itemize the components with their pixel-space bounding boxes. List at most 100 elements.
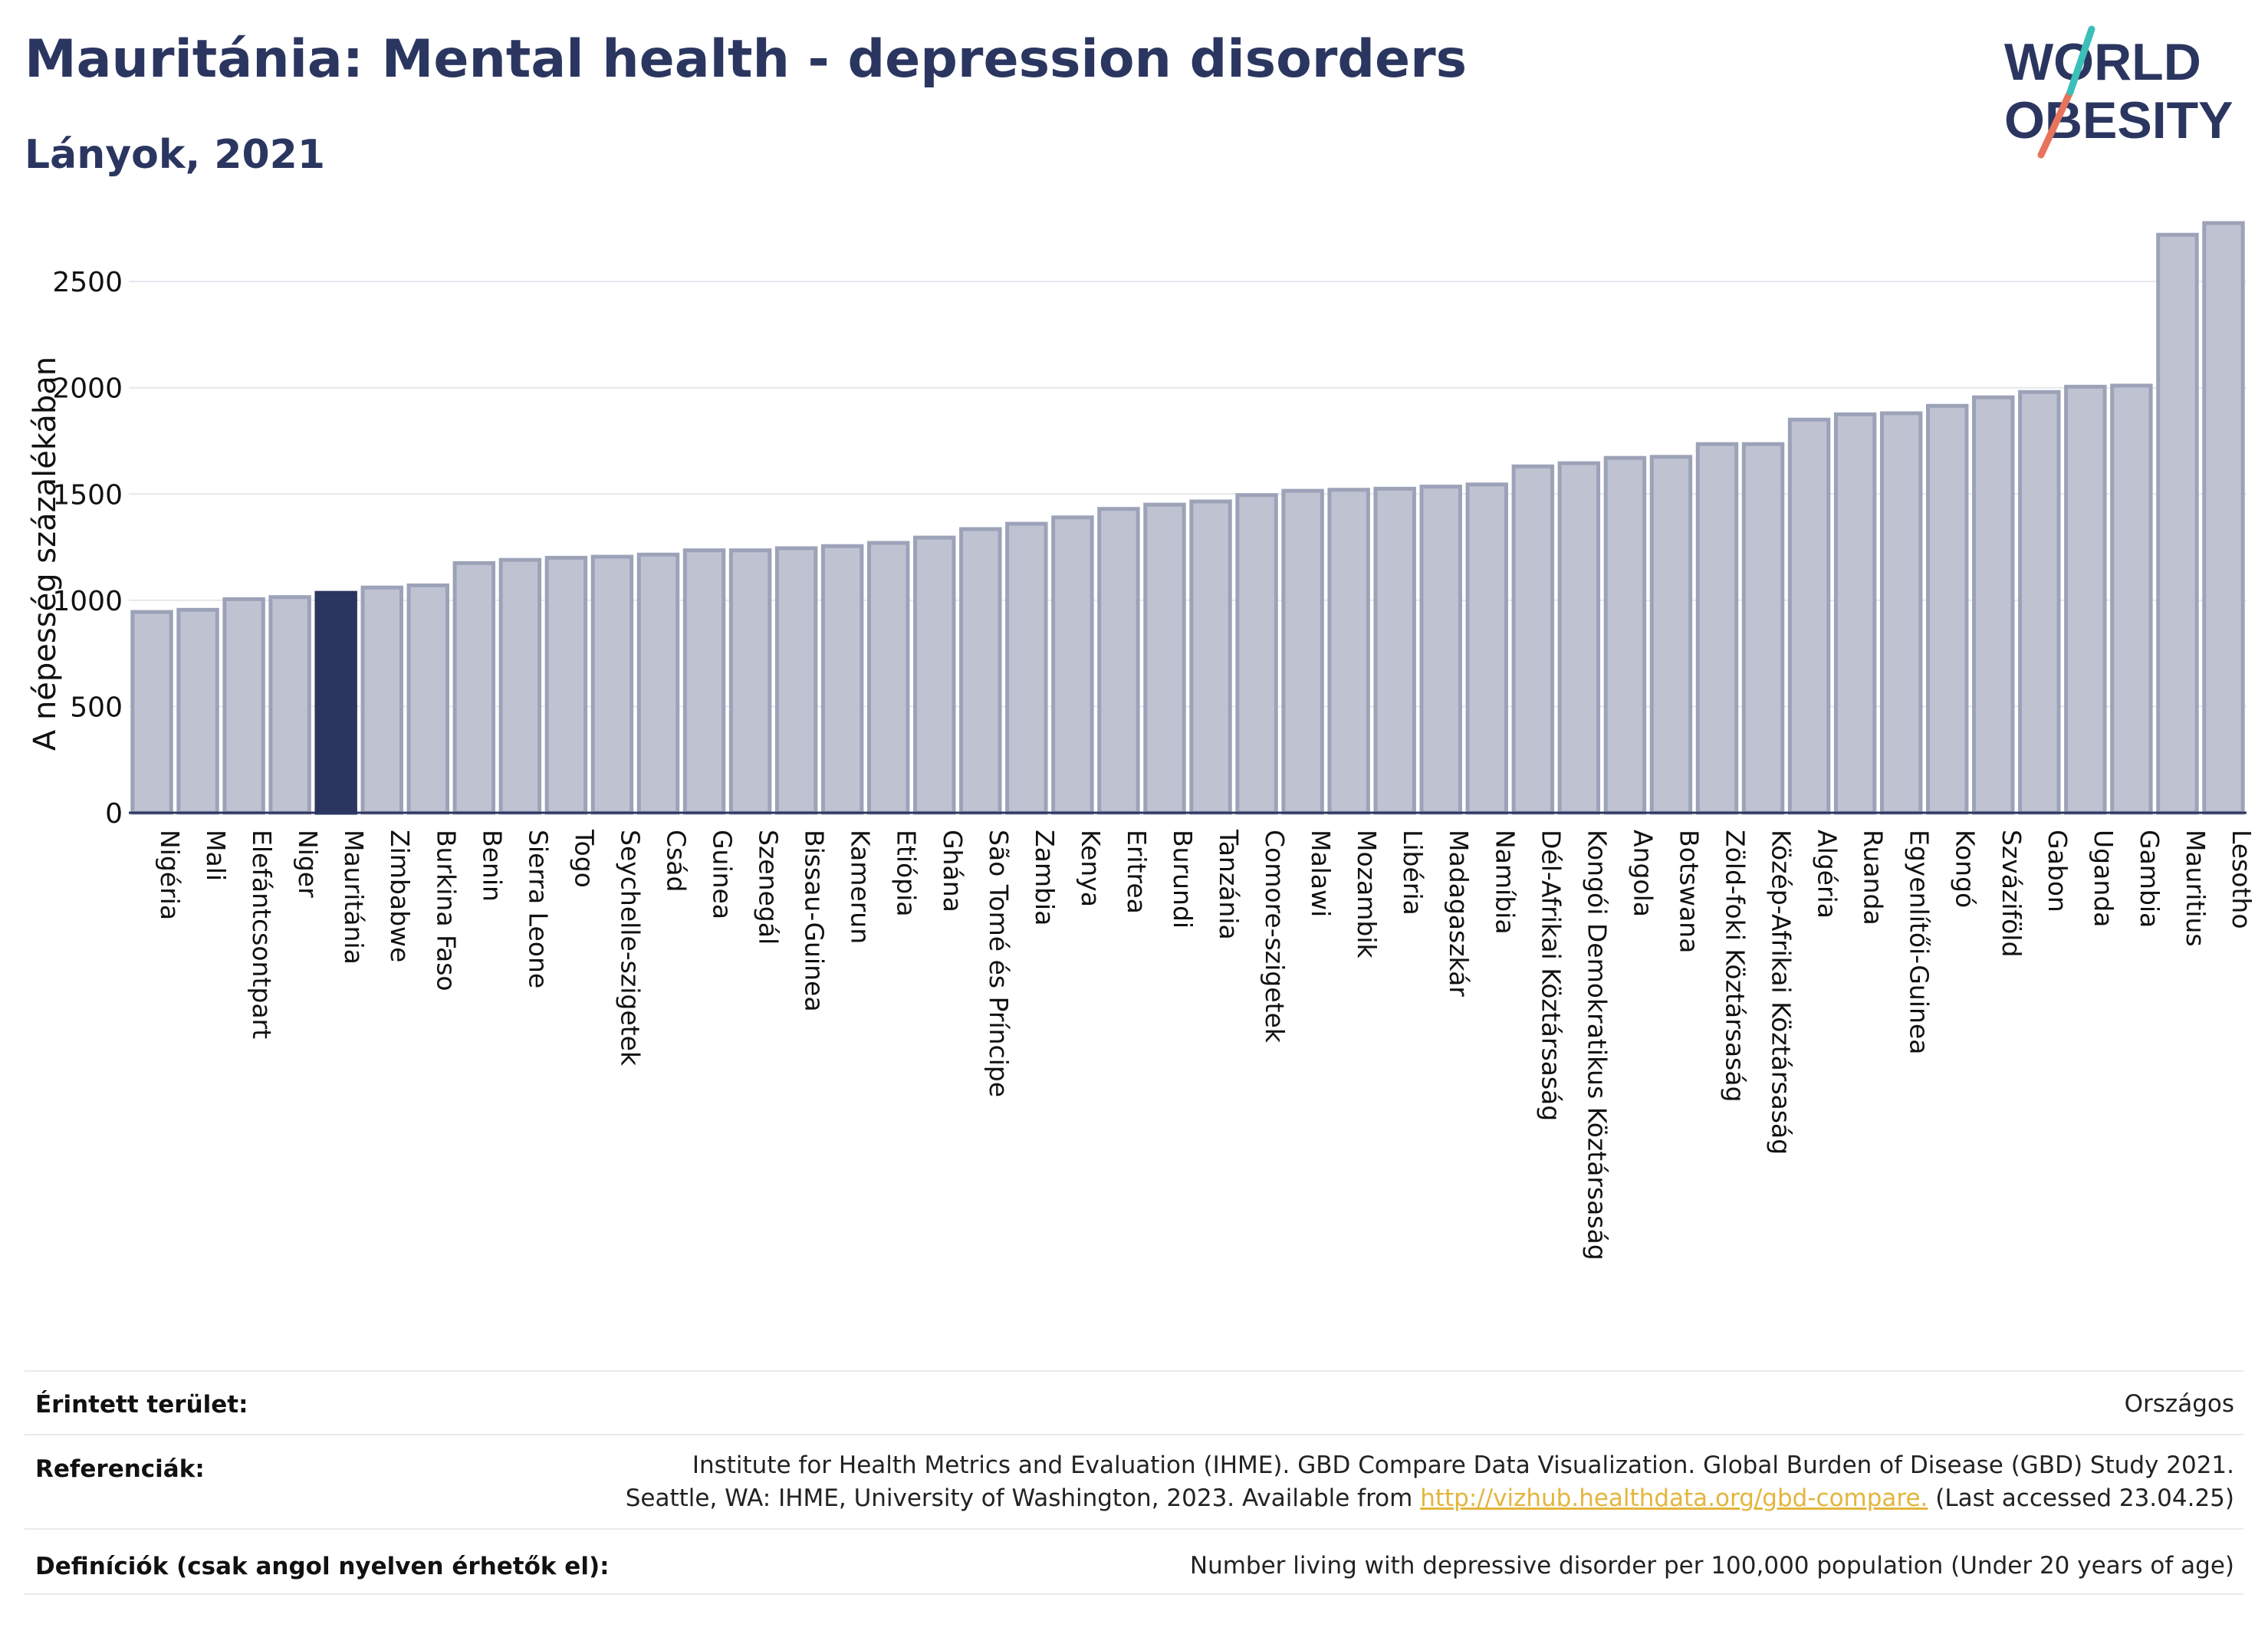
x-tick-label: Szenegál [754,830,784,945]
bar [728,548,772,815]
bar [1879,411,1923,815]
bar [913,535,956,815]
chart-subtitle: Lányok, 2021 [25,132,326,178]
x-tick-label: Egyenlítői-Guinea [1905,830,1934,1054]
x-tick-label: Dél-Afrikai Köztársaság [1536,830,1566,1121]
x-tick-label: Guinea [708,830,738,919]
x-tick-label: Benin [477,830,507,902]
bar [2202,221,2245,815]
footer-divider [25,1434,2243,1435]
x-tick-label: Togo [569,829,599,888]
bar [2064,384,2107,815]
y-tick-labels: 0 500 1000 1500 2000 2500 [52,267,123,830]
x-tick-label: Kenya [1076,830,1106,907]
y-tick-label: 2000 [52,373,123,405]
x-tick-label: Közép-Afrikai Köztársaság [1767,830,1796,1155]
x-tick-label: Comore-szigetek [1260,830,1290,1044]
bar [222,597,265,815]
y-tick-label: 1000 [52,586,123,617]
bar [406,583,450,815]
x-tick-label: Ruanda [1859,830,1888,925]
chart-title: Mauritánia: Mental health - depression d… [25,29,1468,90]
x-tick-label: Mali [201,830,231,881]
reference-accessed: (Last accessed 23.04.25) [1928,1484,2234,1512]
footer-divider [25,1528,2243,1530]
x-tick-label: Angola [1628,830,1658,917]
y-axis-label: A népesség százalékában [28,357,63,751]
x-tick-label: Kamerun [846,830,876,944]
x-tick-label: Mozambik [1352,830,1382,958]
bar [1097,507,1140,815]
y-tick-label: 2500 [52,267,123,298]
bar [1281,488,1324,815]
x-tick-label: Ghána [938,830,968,912]
reference-line-2: Seattle, WA: IHME, University of Washing… [626,1482,2234,1515]
reference-text: Seattle, WA: IHME, University of Washing… [625,1484,1421,1512]
footer-divider [25,1370,2243,1372]
x-tick-label: Mauritius [2181,830,2210,947]
y-tick-label: 1500 [52,479,123,511]
bar [1557,461,1601,815]
bar [1051,515,1094,815]
x-tick-label: Madagaszkár [1444,830,1474,997]
bar [1741,442,1785,815]
x-tick-label: Kongó [1951,830,1980,908]
bar [544,555,588,815]
x-tick-label: Nigéria [155,830,185,920]
x-tick-label: Burkina Faso [431,830,461,991]
x-tick-label: Zambia [1030,830,1060,925]
bar [1511,464,1555,815]
bar-highlighted [314,590,357,815]
bar [1419,485,1462,815]
x-tick-label: Lesotho [2227,830,2256,929]
references-value: Institute for Health Metrics and Evaluat… [626,1449,2234,1515]
bar [590,554,634,815]
bar [1235,493,1278,815]
definitions-value: Number living with depressive disorder p… [1189,1552,2234,1580]
svg-text:OBESITY: OBESITY [2004,91,2233,150]
x-tick-label: Malawi [1306,830,1336,917]
bar [682,548,726,815]
reference-link[interactable]: http://vizhub.healthdata.org/gbd-compare… [1420,1484,1928,1512]
x-tick-label: Zimbabwe [385,830,415,962]
bar [360,585,403,815]
bar [1465,482,1509,815]
x-tick-label: Uganda [2089,830,2118,927]
bar [1603,455,1647,815]
bar [176,607,219,815]
x-tick-label: Etiópia [892,830,922,917]
x-tick-label: Mauritánia [339,830,369,965]
x-tick-labels: Nigéria Mali Elefántcsontpart Niger Mauritán… [155,829,2256,1261]
bar [1005,521,1048,815]
x-tick-label: Elefántcsontpart [247,830,277,1039]
bar [1925,403,1969,815]
bar [1972,395,2015,815]
x-tick-label: Libéria [1398,830,1428,916]
bars [130,221,2245,815]
bar [820,544,864,815]
x-tick-label: Namíbia [1490,830,1520,935]
definitions-label: Definíciók (csak angol nyelven érhetők e… [35,1553,610,1580]
bar [959,527,1002,815]
x-tick-label: Zöld-foki Köztársaság [1721,830,1750,1102]
bar [1373,486,1416,815]
bar [1189,499,1232,815]
bar [1695,442,1739,815]
y-tick-label: 500 [70,692,123,723]
bar [1833,412,1877,815]
x-tick-label: Kongói Demokratikus Köztársaság [1582,830,1612,1261]
svg-text:WORLD: WORLD [2004,33,2201,91]
bar [268,595,311,815]
bar [2156,232,2199,815]
x-tick-label: Niger [293,830,323,898]
world-obesity-logo: WORLD OBESITY [2004,25,2233,159]
x-tick-label: Algéria [1813,830,1842,919]
bar-chart: 0 500 1000 1500 2000 2500 Nigéria Mali Elefántc… [28,221,2256,1261]
bar [130,610,173,815]
x-tick-label: Eritrea [1122,830,1152,914]
bar [2110,383,2153,815]
area-value: Országos [2124,1390,2234,1418]
bar [1787,417,1831,815]
area-label: Érintett terület: [35,1391,248,1419]
x-tick-label: Csád [662,830,692,892]
